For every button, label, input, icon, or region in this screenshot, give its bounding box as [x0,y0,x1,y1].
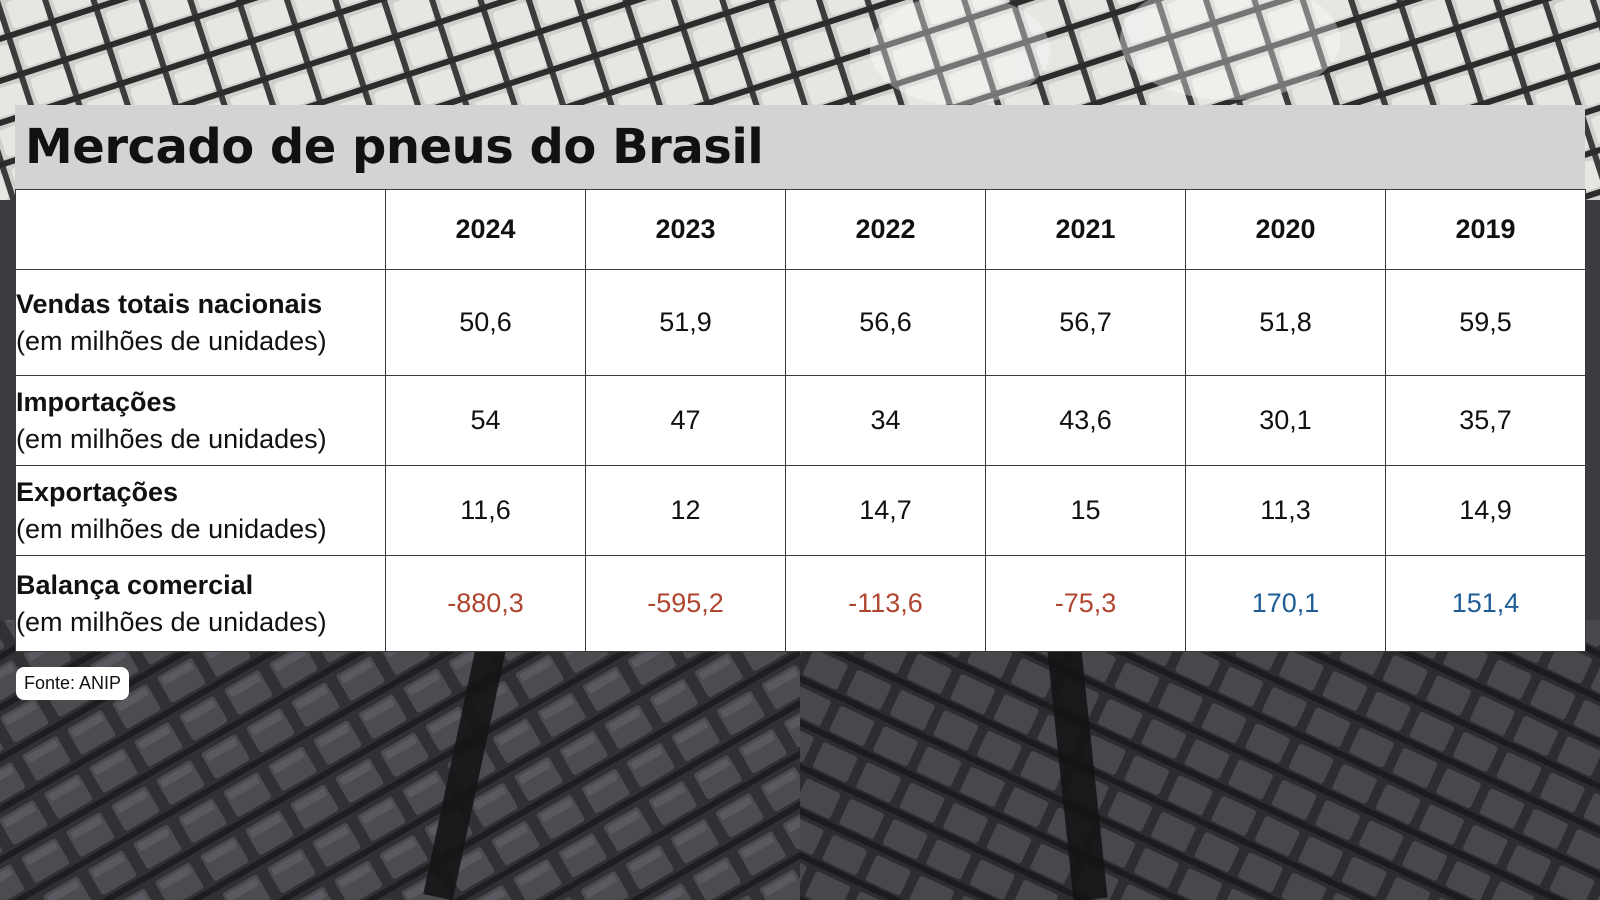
row-unit: (em milhões de unidades) [16,513,327,544]
table-header-row: 2024 2023 2022 2021 2020 2019 [15,189,1586,270]
table-cell: 51,8 [1185,269,1386,376]
table-cell: 54 [385,375,586,466]
table-cell: 35,7 [1385,375,1586,466]
table-cell: 15 [985,465,1186,556]
table-cell: 56,6 [785,269,986,376]
tire-market-table: 2024 2023 2022 2021 2020 2019 Vendas tot… [15,189,1586,652]
table-row: Importações (em milhões de unidades) 54 … [15,375,1586,466]
column-header: 2021 [985,189,1186,270]
column-header: 2022 [785,189,986,270]
row-label: Importações [16,386,177,417]
table-row: Exportações (em milhões de unidades) 11,… [15,465,1586,556]
header-empty-cell [15,189,386,270]
table-cell: -595,2 [585,555,786,652]
table-cell: 12 [585,465,786,556]
table-row: Vendas totais nacionais (em milhões de u… [15,269,1586,376]
row-label: Exportações [16,476,179,507]
table-cell: 170,1 [1185,555,1386,652]
table-row: Balança comercial (em milhões de unidade… [15,555,1586,652]
table-cell: 11,6 [385,465,586,556]
row-label: Balança comercial [16,569,254,600]
table-cell: 43,6 [985,375,1186,466]
table-cell: 51,9 [585,269,786,376]
table-cell: 14,9 [1385,465,1586,556]
row-label: Vendas totais nacionais [16,288,323,319]
table-cell: 151,4 [1385,555,1586,652]
row-label-cell: Exportações (em milhões de unidades) [15,465,386,556]
table-cell: 34 [785,375,986,466]
row-unit: (em milhões de unidades) [16,325,327,356]
row-label-cell: Importações (em milhões de unidades) [15,375,386,466]
row-unit: (em milhões de unidades) [16,606,327,637]
column-header: 2020 [1185,189,1386,270]
table-cell: 47 [585,375,786,466]
row-label-cell: Vendas totais nacionais (em milhões de u… [15,269,386,376]
column-header: 2024 [385,189,586,270]
table-cell: 11,3 [1185,465,1386,556]
source-note: Fonte: ANIP [16,667,130,700]
row-unit: (em milhões de unidades) [16,423,327,454]
table-cell: -880,3 [385,555,586,652]
row-label-cell: Balança comercial (em milhões de unidade… [15,555,386,652]
title-bar: Mercado de pneus do Brasil [15,105,1585,189]
table-cell: 56,7 [985,269,1186,376]
table-cell: -113,6 [785,555,986,652]
table-cell: 30,1 [1185,375,1386,466]
column-header: 2023 [585,189,786,270]
table-cell: 59,5 [1385,269,1586,376]
page-title: Mercado de pneus do Brasil [25,119,764,175]
table-cell: -75,3 [985,555,1186,652]
table-cell: 14,7 [785,465,986,556]
table-cell: 50,6 [385,269,586,376]
column-header: 2019 [1385,189,1586,270]
